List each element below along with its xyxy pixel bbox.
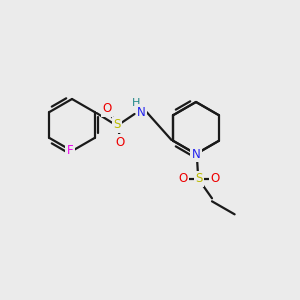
Text: O: O	[178, 172, 188, 185]
Text: N: N	[192, 148, 200, 160]
Text: S: S	[195, 172, 203, 185]
Text: O: O	[103, 103, 112, 116]
Text: F: F	[67, 145, 73, 158]
Text: H: H	[132, 98, 141, 108]
Text: N: N	[137, 106, 146, 118]
Text: O: O	[116, 136, 125, 148]
Text: S: S	[113, 118, 121, 131]
Text: O: O	[210, 172, 220, 185]
